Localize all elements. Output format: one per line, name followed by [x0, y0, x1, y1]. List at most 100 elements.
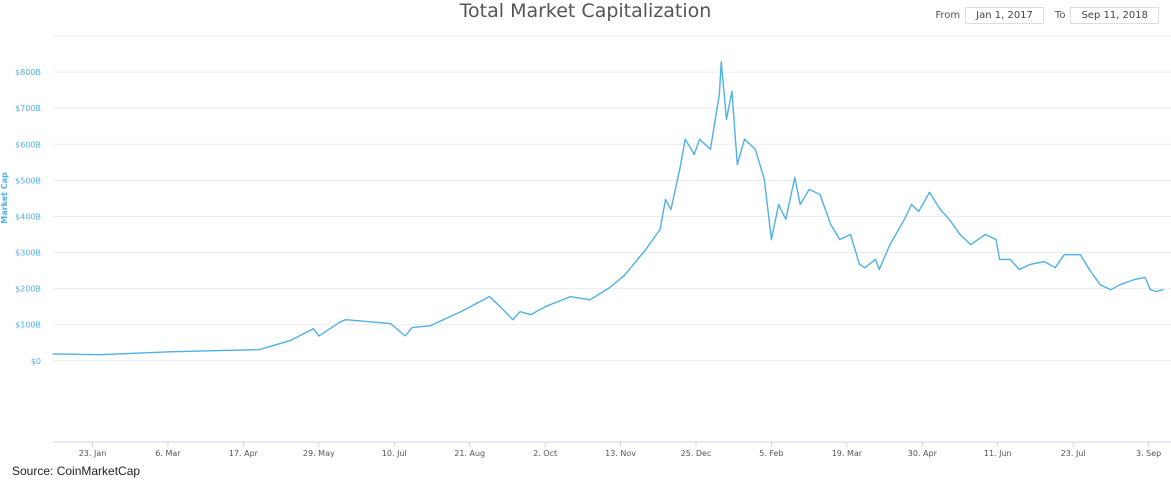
- data-point: [623, 275, 625, 277]
- data-point: [699, 138, 701, 140]
- data-point: [52, 353, 54, 355]
- data-point: [659, 228, 661, 231]
- data-point: [693, 153, 695, 155]
- data-point: [718, 93, 720, 95]
- data-point: [910, 203, 913, 206]
- data-point: [794, 176, 796, 179]
- x-tick-label: 29. May: [303, 449, 335, 458]
- data-point: [731, 90, 733, 92]
- x-tick-label: 6. Mar: [155, 449, 181, 458]
- data-point: [799, 203, 801, 206]
- data-point: [808, 188, 810, 190]
- data-point: [530, 314, 532, 316]
- data-point: [684, 138, 686, 140]
- data-point: [429, 325, 431, 327]
- data-point: [1110, 289, 1112, 291]
- data-point: [939, 208, 941, 211]
- data-point: [1099, 284, 1101, 286]
- y-tick-label: $800B: [15, 68, 41, 77]
- data-point: [970, 243, 972, 246]
- to-label: To: [1054, 10, 1066, 21]
- data-point: [778, 203, 780, 206]
- source-note: Source: CoinMarketCap: [12, 464, 141, 478]
- y-tick-label: $100B: [15, 321, 41, 330]
- y-tick-label: $600B: [15, 140, 41, 149]
- x-tick-label: 5. Feb: [759, 449, 783, 458]
- from-date-input[interactable]: Jan 1, 2017: [965, 7, 1044, 24]
- data-point: [258, 349, 261, 351]
- data-point: [1155, 290, 1157, 293]
- x-tick-label: 30. Apr: [908, 449, 938, 458]
- from-label: From: [935, 10, 961, 21]
- data-point: [460, 311, 462, 313]
- data-point: [1018, 268, 1020, 271]
- data-point: [1133, 279, 1135, 281]
- data-point: [858, 263, 861, 266]
- data-point: [785, 218, 787, 220]
- data-point: [679, 168, 681, 170]
- data-point: [569, 295, 571, 298]
- data-point: [819, 193, 821, 196]
- data-point: [720, 61, 722, 63]
- data-point: [512, 319, 514, 321]
- data-point: [169, 351, 171, 353]
- data-point: [984, 233, 986, 236]
- data-point: [1054, 267, 1056, 269]
- data-point: [390, 323, 392, 325]
- data-point: [1162, 289, 1164, 291]
- data-point: [754, 148, 756, 150]
- data-point: [1043, 260, 1046, 263]
- y-tick-label: $400B: [15, 212, 41, 221]
- data-point: [499, 306, 501, 308]
- data-point: [411, 326, 413, 329]
- data-point: [770, 238, 773, 241]
- x-tick-label: 19. Mar: [832, 449, 863, 458]
- data-point: [1144, 276, 1146, 279]
- y-tick-label: $700B: [15, 104, 41, 113]
- data-point: [864, 267, 866, 269]
- data-point: [664, 198, 667, 201]
- y-tick-label: $300B: [15, 249, 41, 258]
- data-point: [709, 148, 711, 150]
- data-point: [318, 335, 320, 337]
- x-tick-label: 11. Jun: [984, 449, 1012, 458]
- x-tick-label: 23. Jul: [1061, 449, 1086, 458]
- x-tick-label: 13. Nov: [605, 449, 636, 458]
- data-point: [589, 299, 591, 301]
- data-point: [544, 306, 546, 308]
- x-tick-label: 17. Apr: [229, 449, 259, 458]
- data-point: [670, 208, 672, 211]
- data-point: [878, 268, 880, 271]
- data-point: [763, 178, 765, 180]
- data-point: [948, 218, 950, 220]
- data-point: [736, 163, 738, 166]
- data-point: [725, 118, 728, 120]
- data-point: [609, 286, 611, 289]
- data-point: [1029, 263, 1031, 266]
- data-point: [995, 238, 997, 241]
- x-tick-label: 25. Dec: [681, 449, 712, 458]
- data-point: [903, 218, 905, 220]
- data-point: [1088, 268, 1090, 271]
- x-tick-label: 21. Aug: [454, 449, 485, 458]
- data-point: [1063, 254, 1065, 256]
- data-point: [645, 249, 647, 251]
- data-point: [830, 223, 832, 225]
- chart-title: Total Market Capitalization: [459, 0, 712, 22]
- y-tick-label: $500B: [15, 176, 41, 185]
- data-point: [1009, 258, 1011, 260]
- data-point: [312, 328, 315, 330]
- x-tick-label: 3. Sep: [1136, 449, 1161, 458]
- data-point: [488, 295, 491, 298]
- series-line: [52, 61, 1164, 356]
- x-tick-label: 10. Jul: [382, 449, 407, 458]
- y-tick-label: $200B: [15, 285, 41, 294]
- x-tick-label: 2. Oct: [533, 449, 557, 458]
- x-tick-label: 23. Jan: [79, 449, 107, 458]
- data-point: [289, 339, 291, 342]
- data-point: [998, 258, 1001, 260]
- data-point: [928, 191, 931, 193]
- to-date-input[interactable]: Sep 11, 2018: [1070, 7, 1159, 24]
